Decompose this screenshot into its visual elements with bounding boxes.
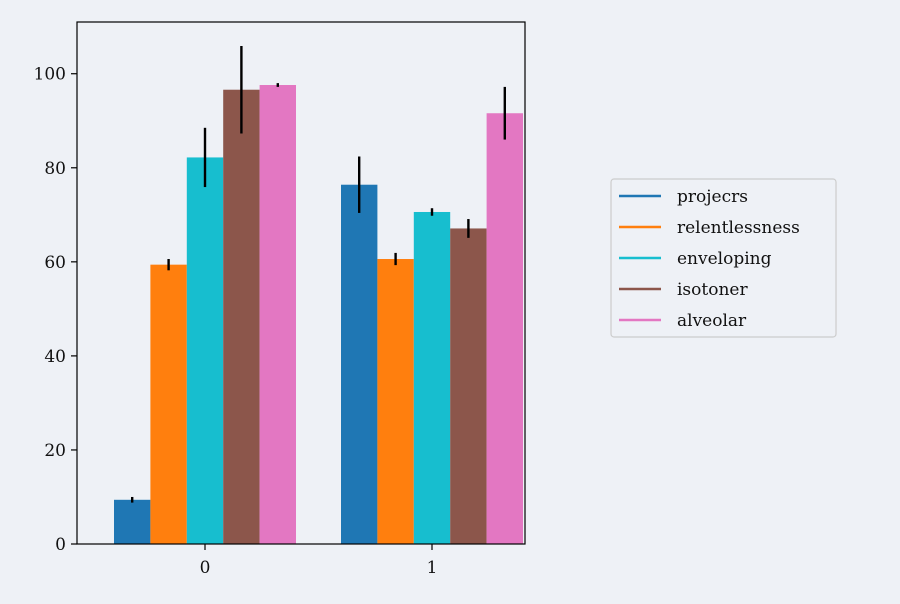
- bar-enveloping-1: [413, 211, 451, 544]
- x-tick-label-0: 0: [200, 558, 211, 578]
- legend-label-projecrs: projecrs: [677, 187, 748, 207]
- plot-frame: [76, 21, 526, 545]
- bar-relentlessness-0: [150, 264, 187, 544]
- error-bars-layer: [130, 45, 506, 503]
- y-tick-label-40: 40: [44, 347, 66, 367]
- bar-alveolar-0: [259, 85, 296, 545]
- y-tick-label-100: 100: [34, 65, 66, 85]
- bars-layer: [114, 85, 523, 545]
- y-tick-label-20: 20: [44, 441, 66, 461]
- y-tick-label-60: 60: [44, 253, 66, 273]
- y-tick-label-80: 80: [44, 159, 66, 179]
- x-tick-label-1: 1: [427, 558, 438, 578]
- y-tick-label-0: 0: [55, 535, 66, 555]
- legend: projecrs relentlessness enveloping isotoner…: [610, 178, 837, 338]
- y-axis: 0 20 40 60 80 100: [34, 65, 77, 555]
- legend-label-relentlessness: relentlessness: [677, 218, 800, 238]
- bar-isotoner-0: [223, 89, 260, 544]
- bar-projecrs-1: [341, 184, 378, 545]
- bar-enveloping-0: [186, 157, 224, 544]
- legend-label-alveolar: alveolar: [677, 311, 747, 331]
- legend-label-isotoner: isotoner: [677, 280, 748, 300]
- bar-relentlessness-1: [377, 259, 414, 544]
- legend-box: [610, 178, 837, 338]
- bar-alveolar-1: [486, 113, 523, 545]
- legend-label-enveloping: enveloping: [677, 249, 772, 269]
- bar-projecrs-0: [114, 499, 151, 544]
- bar-isotoner-1: [450, 228, 487, 544]
